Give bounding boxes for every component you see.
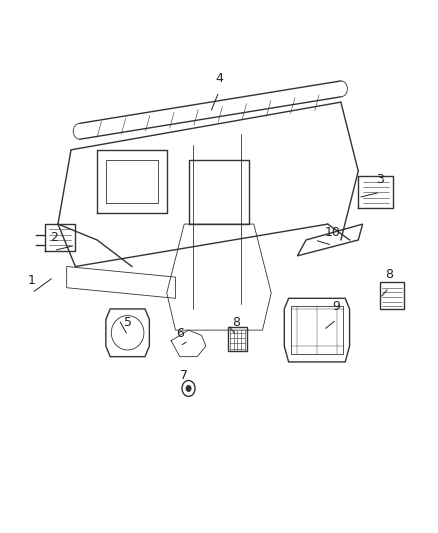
Text: 1: 1 <box>28 273 36 287</box>
Bar <box>291 306 343 354</box>
Text: 10: 10 <box>324 226 340 239</box>
Text: 3: 3 <box>376 173 384 186</box>
Text: 9: 9 <box>332 300 340 313</box>
Text: 2: 2 <box>49 231 57 244</box>
Text: 6: 6 <box>176 327 184 340</box>
Bar <box>228 327 247 351</box>
Text: 7: 7 <box>180 369 188 382</box>
Circle shape <box>186 385 191 392</box>
Text: 8: 8 <box>385 268 393 281</box>
Text: 5: 5 <box>124 316 131 329</box>
Text: 4: 4 <box>215 72 223 85</box>
Bar <box>380 282 404 309</box>
Text: 8: 8 <box>233 316 240 329</box>
